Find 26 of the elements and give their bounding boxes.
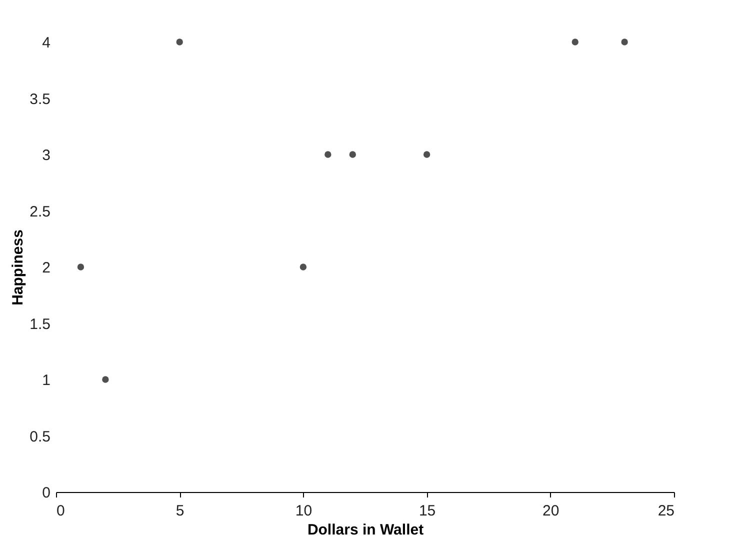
point [621,38,628,46]
y-tick-label: 4 [42,34,50,52]
x-axis-title: Dollars in Wallet [307,522,424,538]
point [572,38,578,46]
y-tick-label: 2 [42,260,50,276]
x-tick-label: 10 [295,502,312,520]
point [300,264,307,270]
x-tick-label: 0 [56,502,65,520]
x-tick-label: 25 [658,502,674,520]
point [77,264,84,270]
point [176,38,183,46]
y-tick-label: 1.5 [30,316,50,333]
x-tick-label: 15 [418,502,436,520]
y-tick-label: 3.5 [30,90,50,108]
y-tick-label: 2.5 [30,203,50,220]
x-tick-label: 5 [176,502,184,520]
x-tick-label: 20 [542,502,560,520]
y-tick-label: 1 [42,372,50,389]
y-tick-label: 0.5 [30,428,50,446]
point [423,151,430,158]
point [349,151,356,158]
y-tick-label: 0 [42,484,50,502]
point [324,151,332,158]
y-axis-title: Happiness [10,230,27,306]
point [102,376,109,383]
y-tick-label: 3 [42,147,50,164]
